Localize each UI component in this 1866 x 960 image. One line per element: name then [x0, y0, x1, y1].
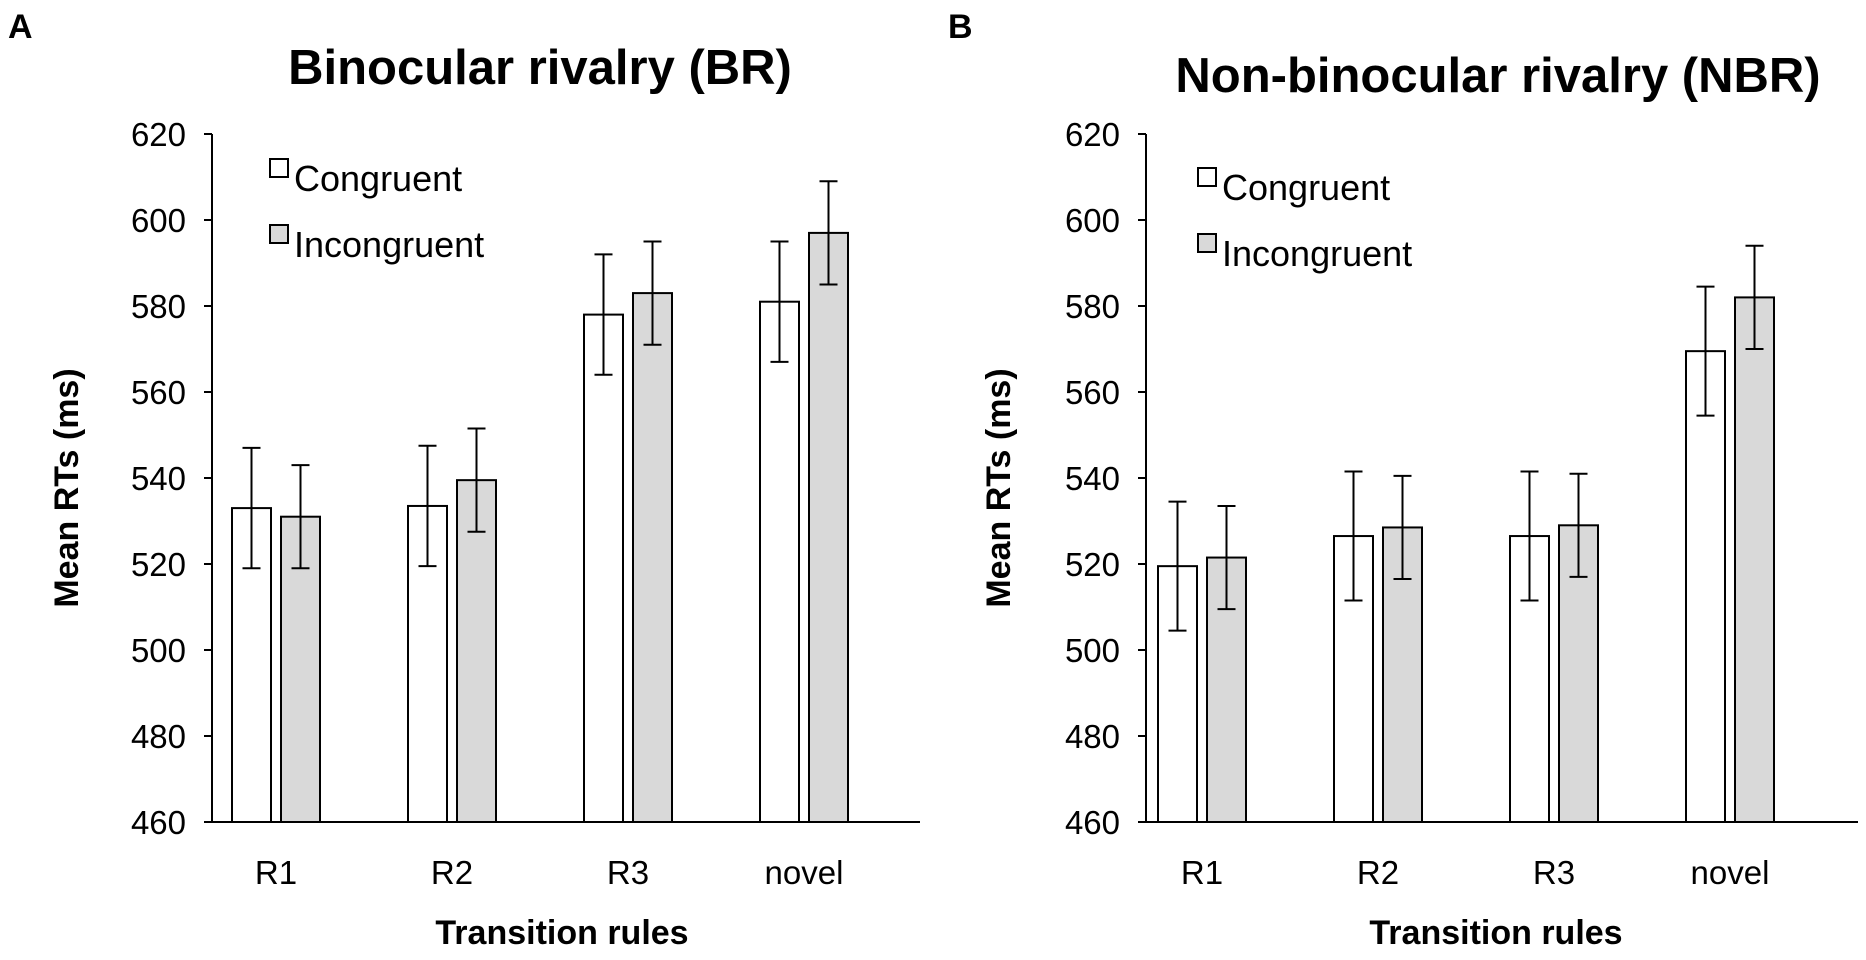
y-tick-label: 540: [131, 460, 186, 497]
bar-incongruent-r2: [1382, 526, 1423, 823]
error-bar-congruent-r2: [1344, 470, 1363, 602]
y-tick-label: 460: [131, 804, 186, 841]
y-tick-label: 480: [131, 718, 186, 755]
error-bar-incongruent-novel: [1745, 244, 1764, 350]
panel-label: B: [948, 8, 973, 46]
bar-congruent-novel: [759, 300, 800, 823]
error-bar-incongruent-novel: [819, 180, 838, 286]
y-tick-label: 600: [1065, 202, 1120, 239]
legend: Congruent Incongruent: [269, 158, 484, 265]
x-axis: R1 R2 R3 novel: [212, 821, 920, 891]
panel-a: A Binocular rivalry (BR) Mean RTs (ms) T…: [8, 8, 920, 952]
x-tick-label: R3: [1533, 854, 1575, 891]
x-axis: R1 R2 R3 novel: [1146, 821, 1858, 891]
y-tick-label: 480: [1065, 718, 1120, 755]
error-bar-incongruent-r2: [467, 427, 486, 533]
x-tick-label: R3: [607, 854, 649, 891]
y-tick-label: 520: [131, 546, 186, 583]
legend-label-congruent: Congruent: [294, 158, 462, 199]
error-bar-congruent-r3: [594, 253, 613, 376]
bar-incongruent-novel: [1734, 296, 1775, 823]
y-tick-label: 620: [1065, 116, 1120, 153]
error-bar-incongruent-r3: [643, 240, 662, 346]
y-tick-label: 460: [1065, 804, 1120, 841]
error-bar-congruent-r1: [1168, 500, 1187, 632]
bars: [231, 180, 849, 824]
y-axis: 460 480 500 520 540 560 580 600 620: [1065, 116, 1147, 841]
x-tick-label: novel: [765, 854, 844, 891]
y-tick-label: 560: [1065, 374, 1120, 411]
error-bar-incongruent-r1: [1217, 504, 1236, 611]
y-tick-label: 560: [131, 374, 186, 411]
legend-swatch-incongruent: [269, 224, 289, 244]
legend-label-incongruent: Incongruent: [1222, 233, 1412, 274]
bar-congruent-novel: [1685, 350, 1726, 823]
panel-label: A: [8, 8, 33, 46]
bar-incongruent-r3: [632, 292, 673, 824]
error-bar-incongruent-r3: [1569, 472, 1588, 578]
y-axis: 460 480 500 520 540 560 580 600 620: [131, 116, 213, 841]
y-tick-label: 500: [1065, 632, 1120, 669]
x-tick-label: R2: [1357, 854, 1399, 891]
error-bar-congruent-r2: [418, 444, 437, 568]
legend-swatch-congruent: [269, 158, 289, 178]
legend-swatch-incongruent: [1197, 233, 1217, 253]
chart-title: Non-binocular rivalry (NBR): [1175, 49, 1820, 103]
bar-incongruent-novel: [808, 231, 849, 823]
legend: Congruent Incongruent: [1197, 167, 1412, 274]
bars: [1157, 244, 1775, 824]
error-bar-congruent-novel: [770, 240, 789, 363]
panel-b: B Non-binocular rivalry (NBR) Mean RTs (…: [948, 8, 1858, 952]
y-axis-label: Mean RTs (ms): [48, 368, 86, 607]
bar-congruent-r3: [583, 313, 624, 823]
legend-swatch-congruent: [1197, 167, 1217, 187]
y-tick-label: 580: [131, 288, 186, 325]
y-tick-label: 500: [131, 632, 186, 669]
x-tick-label: novel: [1691, 854, 1770, 891]
chart-title: Binocular rivalry (BR): [288, 41, 792, 95]
legend-label-incongruent: Incongruent: [294, 224, 484, 265]
x-axis-label: Transition rules: [1369, 914, 1622, 952]
x-tick-label: R2: [431, 854, 473, 891]
error-bar-incongruent-r2: [1393, 474, 1412, 581]
error-bar-congruent-r1: [242, 446, 261, 570]
error-bar-congruent-novel: [1696, 285, 1715, 417]
y-tick-label: 600: [131, 202, 186, 239]
error-bar-congruent-r3: [1520, 470, 1539, 602]
y-tick-label: 580: [1065, 288, 1120, 325]
y-axis-label: Mean RTs (ms): [980, 368, 1018, 607]
error-bar-incongruent-r1: [291, 464, 310, 570]
legend-label-congruent: Congruent: [1222, 167, 1390, 208]
x-axis-label: Transition rules: [435, 914, 688, 952]
y-tick-label: 620: [131, 116, 186, 153]
bar-incongruent-r2: [456, 479, 497, 823]
y-tick-label: 540: [1065, 460, 1120, 497]
x-tick-label: R1: [255, 854, 297, 891]
y-tick-label: 520: [1065, 546, 1120, 583]
x-tick-label: R1: [1181, 854, 1223, 891]
